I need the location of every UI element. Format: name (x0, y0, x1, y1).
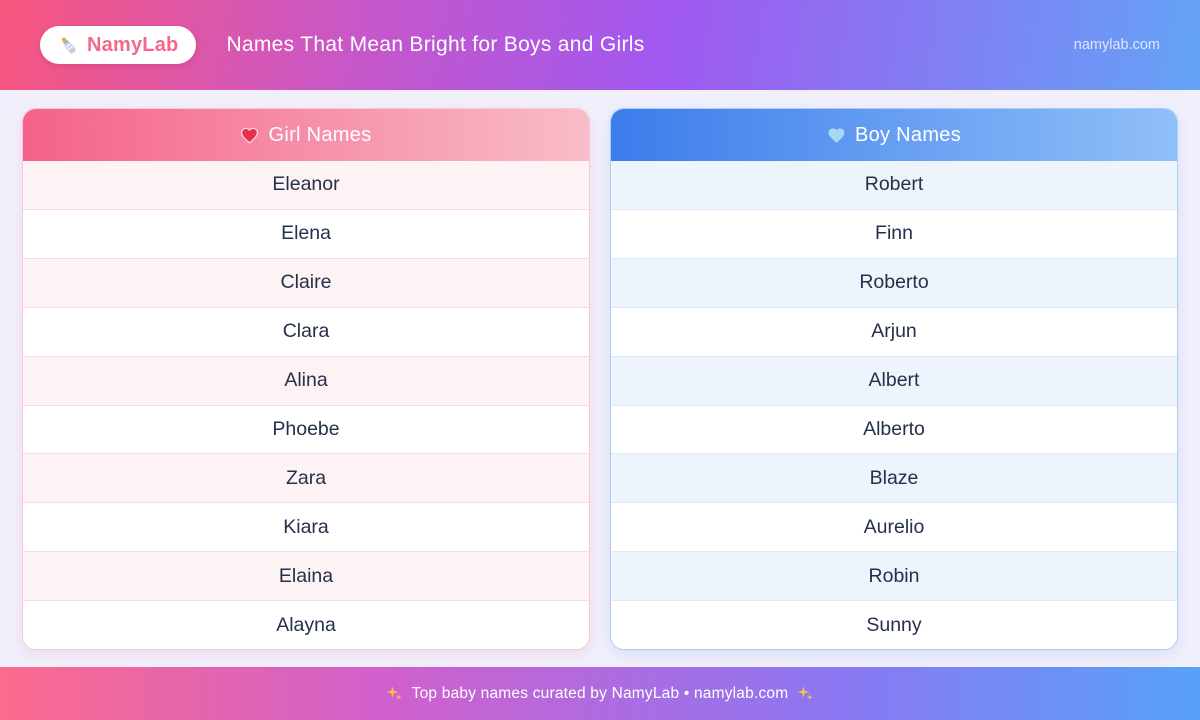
main-content: Girl Names Eleanor Elena Claire Clara Al… (0, 90, 1200, 667)
girl-names-card: Girl Names Eleanor Elena Claire Clara Al… (22, 108, 590, 650)
girl-name-row: Alina (23, 356, 589, 406)
girl-names-list: Eleanor Elena Claire Clara Alina Phoebe … (23, 161, 589, 649)
girl-name-row: Alayna (23, 601, 589, 649)
boy-names-list: Robert Finn Roberto Arjun Albert Alberto… (611, 161, 1177, 649)
boy-names-title: Boy Names (854, 123, 962, 146)
girl-names-title: Girl Names (268, 123, 372, 146)
girl-name-row: Clara (23, 307, 589, 357)
girl-name-row: Elena (23, 209, 589, 259)
boy-name-row: Robert (611, 161, 1177, 210)
boy-names-header: Boy Names (611, 109, 1177, 161)
girl-name-row: Kiara (23, 503, 589, 553)
app-footer: Top baby names curated by NamyLab • namy… (0, 667, 1200, 720)
boy-name-row: Sunny (611, 601, 1177, 649)
page-title: Names That Mean Bright for Boys and Girl… (226, 33, 645, 56)
boy-name-row: Albert (611, 356, 1177, 406)
boy-name-row: Blaze (611, 454, 1177, 504)
app-header: NamyLab Names That Mean Bright for Boys … (0, 0, 1200, 90)
red-heart-icon (240, 126, 259, 145)
boy-name-row: Roberto (611, 258, 1177, 308)
baby-bottle-icon (58, 35, 79, 56)
boy-name-row: Alberto (611, 405, 1177, 455)
girl-name-row: Zara (23, 454, 589, 504)
girl-name-row: Phoebe (23, 405, 589, 455)
sparkles-icon (386, 685, 403, 702)
girl-name-row: Eleanor (23, 161, 589, 210)
site-url: namylab.com (1073, 37, 1160, 53)
girl-name-row: Elaina (23, 552, 589, 602)
logo-text: NamyLab (87, 33, 179, 56)
boy-name-row: Finn (611, 209, 1177, 259)
girl-name-row: Claire (23, 258, 589, 308)
boy-name-row: Aurelio (611, 503, 1177, 553)
boy-name-row: Arjun (611, 307, 1177, 357)
boy-names-card: Boy Names Robert Finn Roberto Arjun Albe… (610, 108, 1178, 650)
logo[interactable]: NamyLab (40, 26, 197, 64)
sparkles-icon (797, 685, 814, 702)
footer-text: Top baby names curated by NamyLab • namy… (411, 684, 789, 702)
boy-name-row: Robin (611, 552, 1177, 602)
girl-names-header: Girl Names (23, 109, 589, 161)
blue-heart-icon (827, 126, 846, 145)
